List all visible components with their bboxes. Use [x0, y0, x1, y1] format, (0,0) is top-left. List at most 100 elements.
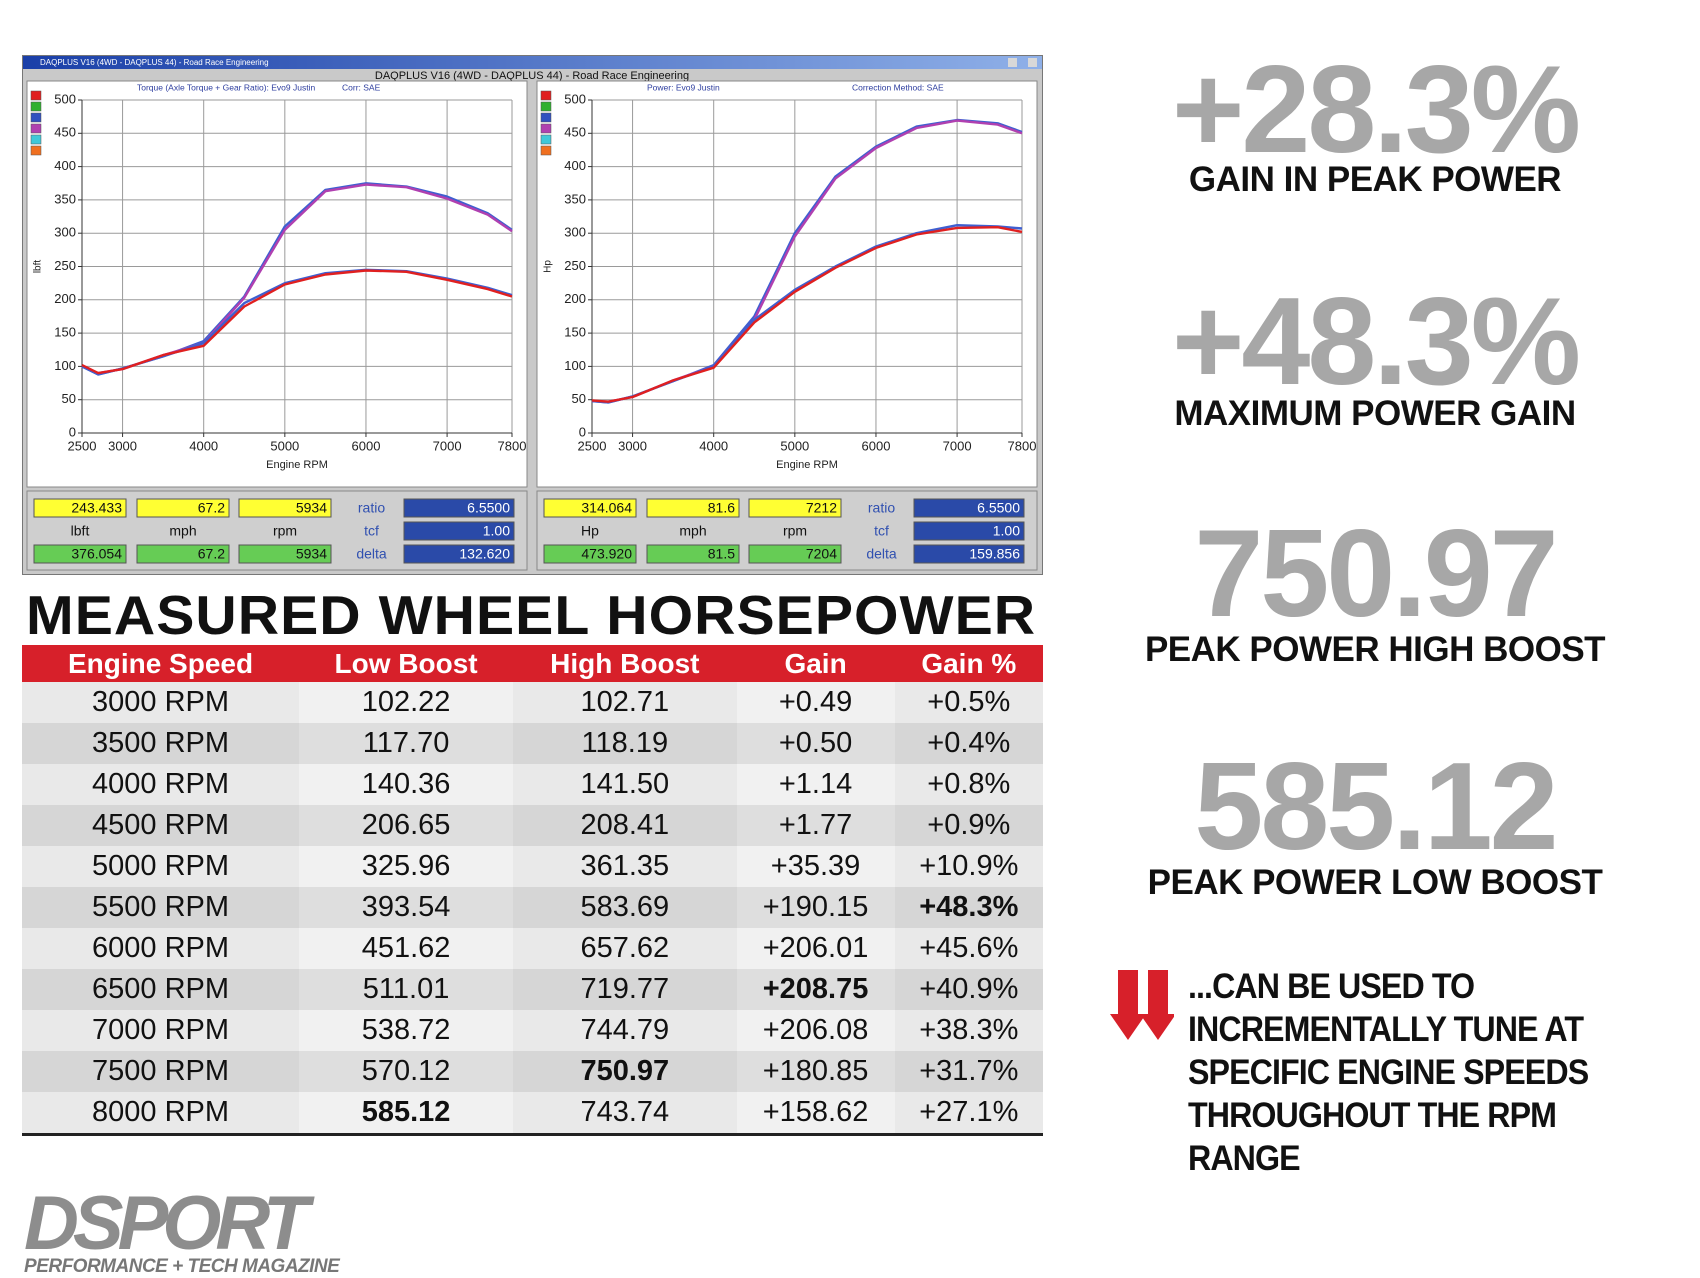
readout-text: 1.00 [483, 523, 510, 539]
table-cell: 657.62 [513, 928, 737, 969]
table-cell: +0.5% [894, 682, 1043, 723]
table-cell: +208.75 [736, 969, 895, 1010]
readout-box [403, 498, 515, 518]
x-axis-label: Engine RPM [776, 459, 838, 471]
table-cell: +0.49 [736, 682, 895, 723]
close-button[interactable] [1028, 58, 1037, 67]
stat-label: MAXIMUM POWER GAIN [1174, 394, 1576, 433]
table-cell: 3500 RPM [22, 723, 300, 764]
table-cell: +1.77 [736, 805, 895, 846]
readout-box [238, 544, 332, 564]
table-row: 7500 RPM 570.12 750.97 +180.85 +31.7% [22, 1051, 1043, 1092]
table-cell: 361.35 [513, 846, 737, 887]
table-cell: +1.14 [736, 764, 895, 805]
y-tick-label: 0 [579, 424, 586, 439]
readout-box [913, 498, 1025, 518]
y-tick-label: 400 [54, 158, 76, 173]
legend-swatch [540, 134, 552, 145]
readout-text: delta [356, 546, 387, 562]
readout-box [913, 521, 1025, 541]
x-tick-label: 3000 [108, 438, 137, 453]
series-line [81, 269, 513, 375]
readout-box [403, 544, 515, 564]
column-header: High Boost [513, 645, 737, 682]
x-tick-label: 4000 [699, 438, 728, 453]
table-row: 3000 RPM 102.22 102.71 +0.49 +0.5% [22, 682, 1043, 723]
y-axis-label: Hp [543, 260, 554, 273]
x-tick-label: 6000 [352, 438, 381, 453]
readout-box [136, 498, 230, 518]
table-cell: 118.19 [513, 723, 737, 764]
table-cell: +45.6% [894, 928, 1043, 969]
y-tick-label: 250 [564, 258, 586, 273]
chart-subtitle: Corr: SAE [342, 82, 381, 92]
note-line: SPECIFIC ENGINE SPEEDS [1188, 1053, 1589, 1092]
table-cell: 743.74 [513, 1092, 737, 1136]
x-tick-label: 5000 [270, 438, 299, 453]
table-cell: 4000 RPM [22, 764, 300, 805]
readout-text: rpm [273, 523, 297, 539]
readout-box [748, 498, 842, 518]
y-tick-label: 100 [564, 358, 586, 373]
y-tick-label: 300 [54, 225, 76, 240]
x-tick-label: 2500 [68, 438, 97, 453]
readout-box [913, 544, 1025, 564]
logo-name: DSPORT [24, 1181, 309, 1266]
readout-text: mph [169, 523, 196, 539]
table-cell: 585.12 [299, 1092, 514, 1136]
readout-box [136, 544, 230, 564]
y-tick-label: 300 [564, 225, 586, 240]
y-tick-label: 450 [54, 125, 76, 140]
stat-label: GAIN IN PEAK POWER [1188, 160, 1562, 199]
power-table: Engine Speed Low Boost High Boost Gain Gain … [22, 645, 1043, 1136]
stat-label: PEAK POWER HIGH BOOST [1144, 630, 1606, 669]
readout-text: rpm [783, 523, 807, 539]
x-axis-label: Engine RPM [266, 459, 328, 471]
table-cell: +0.4% [894, 723, 1043, 764]
y-tick-label: 0 [69, 424, 76, 439]
table-cell: +180.85 [736, 1051, 895, 1092]
table-cell: +0.9% [894, 805, 1043, 846]
table-cell: +0.8% [894, 764, 1043, 805]
y-axis-label: lbft [33, 260, 44, 274]
table-cell: 140.36 [299, 764, 514, 805]
readout-text: 6.5500 [467, 500, 510, 516]
table-cell: +27.1% [894, 1092, 1043, 1136]
chart-title: Torque (Axle Torque + Gear Ratio): Evo9 … [137, 82, 315, 92]
readout-box [33, 544, 127, 564]
table-cell: 538.72 [299, 1010, 514, 1051]
readout-box [238, 498, 332, 518]
readout-text: 1.00 [993, 523, 1020, 539]
table-cell: 102.71 [513, 682, 737, 723]
table-cell: 6500 RPM [22, 969, 300, 1010]
readout-text: 159.856 [969, 546, 1020, 562]
stat-label: PEAK POWER LOW BOOST [1147, 863, 1603, 902]
table-cell: +0.50 [736, 723, 895, 764]
readout-text: tcf [874, 523, 889, 539]
table-cell: 208.41 [513, 805, 737, 846]
table-cell: +206.08 [736, 1010, 895, 1051]
x-tick-label: 3000 [618, 438, 647, 453]
table-cell: 4500 RPM [22, 805, 300, 846]
table-row: 3500 RPM 117.70 118.19 +0.50 +0.4% [22, 723, 1043, 764]
readout-text: 132.620 [459, 546, 510, 562]
table-cell: 750.97 [513, 1051, 737, 1092]
stat-value: 750.97 [1194, 505, 1558, 643]
readout-text: 243.433 [71, 500, 122, 516]
table-cell: 393.54 [299, 887, 514, 928]
x-tick-label: 5000 [780, 438, 809, 453]
chart-subtitle: Correction Method: SAE [852, 82, 944, 92]
title-bar-text: DAQPLUS V16 (4WD - DAQPLUS 44) - Road Ra… [40, 58, 269, 67]
table-cell: 511.01 [299, 969, 514, 1010]
title-bar [23, 56, 1042, 69]
table-cell: 570.12 [299, 1051, 514, 1092]
table-row: 6000 RPM 451.62 657.62 +206.01 +45.6% [22, 928, 1043, 969]
readout-box [748, 544, 842, 564]
readout-text: 376.054 [71, 546, 122, 562]
table-cell: 6000 RPM [22, 928, 300, 969]
table-row: 4000 RPM 140.36 141.50 +1.14 +0.8% [22, 764, 1043, 805]
minimize-button[interactable] [1008, 58, 1017, 67]
x-tick-label: 2500 [578, 438, 607, 453]
table-cell: 7000 RPM [22, 1010, 300, 1051]
window-title: DAQPLUS V16 (4WD - DAQPLUS 44) - Road Ra… [375, 70, 689, 82]
